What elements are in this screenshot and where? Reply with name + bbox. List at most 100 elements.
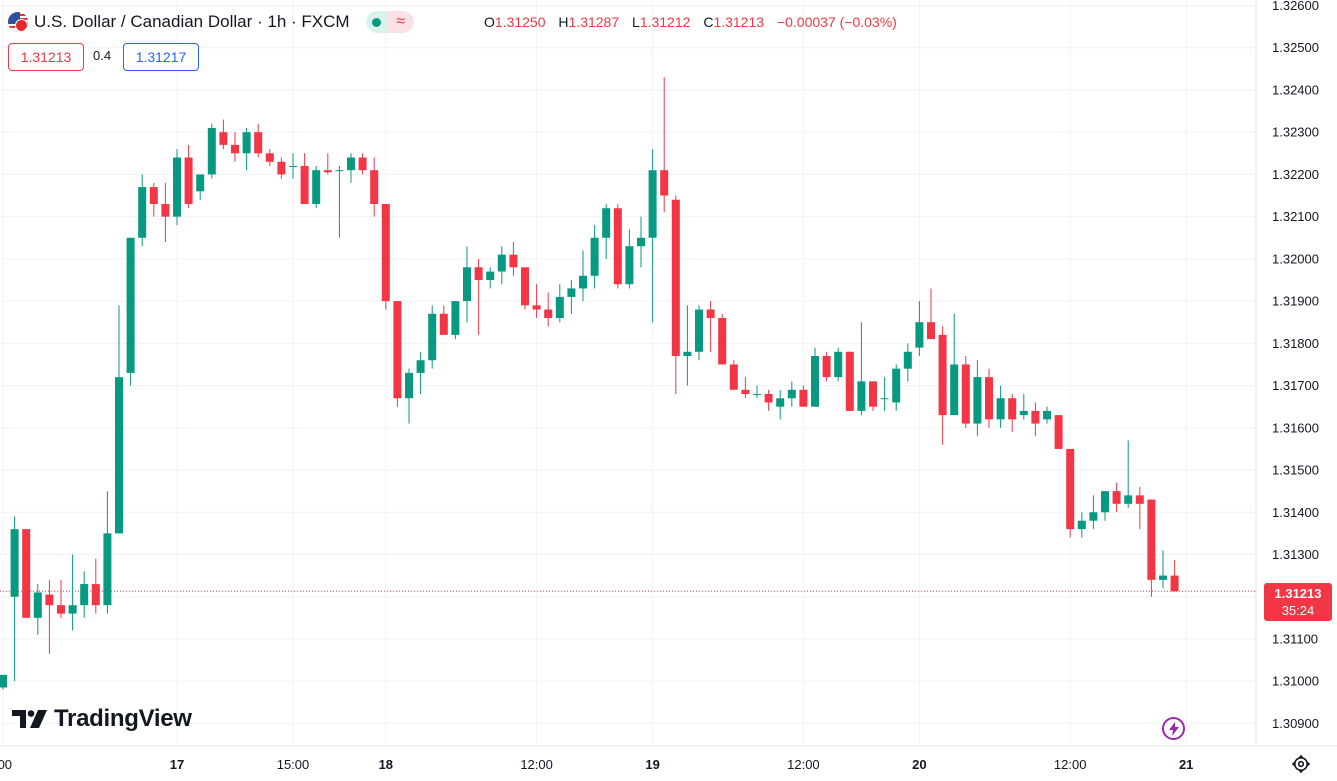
candle bbox=[1147, 499, 1156, 597]
candle bbox=[950, 313, 959, 416]
price-tick-label: 1.31900 bbox=[1272, 294, 1319, 309]
candle bbox=[555, 284, 564, 323]
price-tick-label: 1.31100 bbox=[1272, 631, 1318, 646]
candle-body bbox=[544, 309, 553, 319]
candle-body bbox=[1159, 575, 1167, 580]
separator: · bbox=[286, 12, 302, 31]
candle-body bbox=[602, 208, 611, 238]
time-tick-label: :00 bbox=[0, 757, 12, 772]
candle bbox=[683, 305, 692, 386]
candle bbox=[648, 149, 657, 323]
candle-body bbox=[126, 237, 135, 373]
approx-icon[interactable]: ≈ bbox=[387, 11, 414, 33]
candle-body bbox=[718, 318, 727, 365]
price-tick-label: 1.32000 bbox=[1272, 251, 1319, 266]
candle bbox=[903, 343, 912, 382]
candle-body bbox=[57, 605, 65, 614]
candle bbox=[265, 149, 274, 166]
candle bbox=[1135, 486, 1144, 530]
price-tick-label: 1.32400 bbox=[1272, 82, 1319, 97]
candle-body bbox=[219, 132, 228, 145]
candle-body bbox=[254, 132, 263, 154]
candle-body bbox=[115, 377, 123, 534]
candle-body bbox=[393, 301, 402, 399]
candle-body bbox=[231, 144, 239, 154]
time-tick-label: 20 bbox=[912, 757, 926, 772]
candle-body bbox=[0, 674, 7, 688]
candle bbox=[68, 554, 77, 631]
time-tick-label: 12:00 bbox=[787, 757, 820, 772]
candle bbox=[845, 351, 854, 411]
candle bbox=[80, 571, 89, 618]
market-open-icon[interactable] bbox=[365, 11, 388, 33]
candle-body bbox=[915, 322, 924, 348]
market-status[interactable]: ≈ bbox=[365, 11, 414, 33]
candle-body bbox=[358, 157, 367, 171]
candle-body bbox=[509, 254, 518, 268]
candle bbox=[115, 305, 123, 534]
candle-body bbox=[811, 356, 819, 407]
candle bbox=[451, 301, 460, 340]
candle bbox=[602, 203, 611, 259]
candle bbox=[184, 144, 193, 209]
candle-body bbox=[1101, 491, 1109, 513]
buy-price-button[interactable]: 1.31217 bbox=[123, 43, 199, 71]
candle-body bbox=[532, 305, 541, 310]
candle bbox=[532, 284, 541, 319]
candle-body bbox=[207, 127, 216, 175]
candle bbox=[718, 313, 727, 365]
symbol-header[interactable]: U.S. Dollar / Canadian Dollar · 1h · FXC… bbox=[8, 9, 414, 35]
sell-price-button[interactable]: 1.31213 bbox=[8, 43, 84, 71]
candle-body bbox=[613, 208, 622, 285]
candles-layer bbox=[0, 77, 1179, 690]
time-axis[interactable]: :00 17 15:00 18 12:00 19 12:00 20 12:00 21 bbox=[0, 757, 1193, 772]
candle bbox=[242, 127, 251, 171]
candle bbox=[405, 368, 413, 424]
candle-body bbox=[961, 364, 970, 424]
candle bbox=[822, 351, 831, 382]
candle-body bbox=[22, 529, 31, 618]
candle bbox=[1066, 448, 1075, 538]
candle-body bbox=[416, 360, 425, 373]
symbol-name[interactable]: U.S. Dollar / Canadian Dollar bbox=[34, 12, 253, 31]
candle-body bbox=[834, 351, 843, 378]
candle-body bbox=[173, 157, 181, 217]
last-price-label: 1.31213 35:24 bbox=[1264, 583, 1332, 621]
candle bbox=[428, 305, 437, 369]
lightning-icon[interactable] bbox=[1162, 717, 1185, 740]
candle-body bbox=[695, 309, 703, 352]
candle-body bbox=[370, 170, 379, 204]
candle-body bbox=[277, 161, 286, 175]
candle bbox=[91, 558, 100, 614]
price-axis[interactable]: 1.32600 1.32500 1.32400 1.32300 1.32200 1.321… bbox=[1272, 0, 1319, 731]
candle-body bbox=[312, 170, 321, 204]
candle-body bbox=[799, 389, 808, 407]
candle bbox=[300, 153, 309, 204]
candle-body bbox=[289, 165, 297, 167]
candle bbox=[289, 153, 297, 179]
candle bbox=[660, 77, 669, 213]
candle bbox=[393, 301, 402, 407]
candle-body bbox=[242, 132, 251, 154]
time-tick-label: 21 bbox=[1179, 757, 1193, 772]
time-tick-label: 17 bbox=[170, 757, 184, 772]
candle-body bbox=[428, 313, 437, 361]
price-tick-label: 1.31600 bbox=[1272, 420, 1319, 435]
interval-label[interactable]: 1h bbox=[267, 12, 287, 31]
candle-body bbox=[381, 203, 390, 302]
tradingview-logo[interactable]: TradingView bbox=[12, 705, 192, 733]
candle bbox=[1077, 512, 1086, 538]
open-label: O bbox=[484, 14, 495, 30]
candle bbox=[1008, 394, 1017, 433]
tradingview-wordmark: TradingView bbox=[54, 705, 192, 732]
candle-body bbox=[880, 398, 889, 400]
candle bbox=[787, 381, 796, 407]
candle bbox=[996, 385, 1005, 428]
candle-body bbox=[869, 381, 877, 407]
candle-body bbox=[184, 157, 193, 204]
gear-icon[interactable] bbox=[1291, 754, 1311, 774]
candle bbox=[1170, 559, 1179, 592]
candle bbox=[671, 195, 680, 395]
candle bbox=[497, 246, 506, 285]
